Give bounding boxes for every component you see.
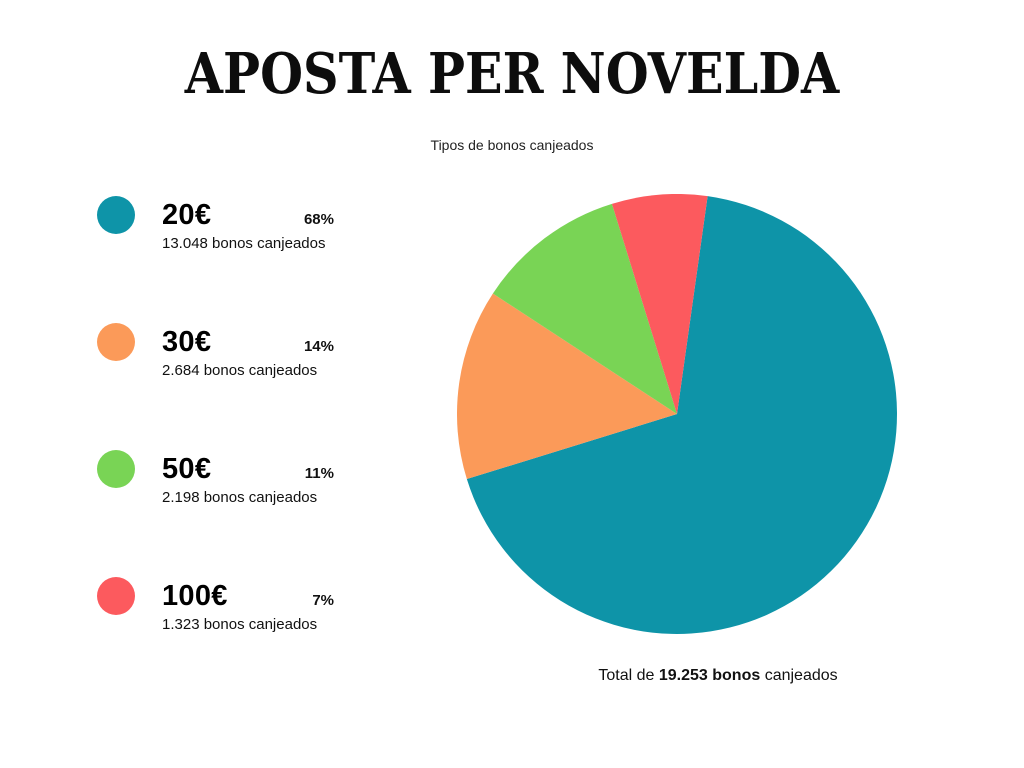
- chart-legend: 20€ 68% 13.048 bonos canjeados 30€ 14% 2…: [97, 196, 334, 704]
- legend-swatch-100eur: [97, 577, 135, 615]
- legend-item-100eur: 100€ 7% 1.323 bonos canjeados: [97, 577, 334, 633]
- legend-count-100eur: 1.323 bonos canjeados: [162, 616, 318, 633]
- total-prefix: Total de: [598, 667, 655, 684]
- legend-swatch-30eur: [97, 323, 135, 361]
- legend-percent-50eur: 11%: [304, 465, 334, 482]
- total-label: Total de 19.253 bonos canjeados: [558, 667, 878, 685]
- legend-row-30eur: 30€ 14%: [162, 328, 334, 357]
- legend-count-50eur: 2.198 bonos canjeados: [162, 489, 318, 506]
- legend-label-20eur: 20€: [162, 199, 212, 231]
- pie-slice-30eur: [457, 293, 677, 480]
- legend-swatch-20eur: [97, 196, 135, 234]
- pie-chart: [457, 193, 897, 634]
- legend-label-30eur: 30€: [162, 326, 212, 358]
- total-suffix: canjeados: [764, 667, 838, 684]
- chart-subtitle: Tipos de bonos canjeados: [430, 137, 594, 153]
- legend-row-50eur: 50€ 11%: [162, 455, 334, 484]
- pie-slice-20eur: [466, 196, 897, 634]
- pie-slice-100eur: [611, 193, 708, 414]
- legend-percent-30eur: 14%: [303, 338, 334, 355]
- legend-label-100eur: 100€: [162, 580, 228, 612]
- legend-swatch-50eur: [97, 450, 135, 488]
- legend-row-20eur: 20€ 68%: [162, 201, 334, 230]
- legend-text-50eur: 50€ 11% 2.198 bonos canjeados: [162, 455, 334, 507]
- legend-item-30eur: 30€ 14% 2.684 bonos canjeados: [97, 323, 334, 379]
- legend-item-20eur: 20€ 68% 13.048 bonos canjeados: [97, 196, 334, 252]
- legend-text-100eur: 100€ 7% 1.323 bonos canjeados: [162, 582, 334, 634]
- legend-percent-100eur: 7%: [312, 592, 334, 609]
- legend-text-30eur: 30€ 14% 2.684 bonos canjeados: [162, 328, 334, 380]
- legend-item-50eur: 50€ 11% 2.198 bonos canjeados: [97, 450, 334, 506]
- pie-slice-50eur: [492, 203, 677, 414]
- legend-count-20eur: 13.048 bonos canjeados: [162, 235, 326, 252]
- legend-label-50eur: 50€: [162, 453, 212, 485]
- legend-text-20eur: 20€ 68% 13.048 bonos canjeados: [162, 201, 334, 253]
- total-bold: 19.253 bonos: [658, 667, 761, 684]
- page-title: APOSTA PER NOVELDA: [184, 41, 840, 107]
- legend-count-30eur: 2.684 bonos canjeados: [162, 362, 318, 379]
- legend-row-100eur: 100€ 7%: [162, 582, 334, 611]
- pie-chart-svg: [457, 193, 897, 634]
- legend-percent-20eur: 68%: [303, 211, 334, 228]
